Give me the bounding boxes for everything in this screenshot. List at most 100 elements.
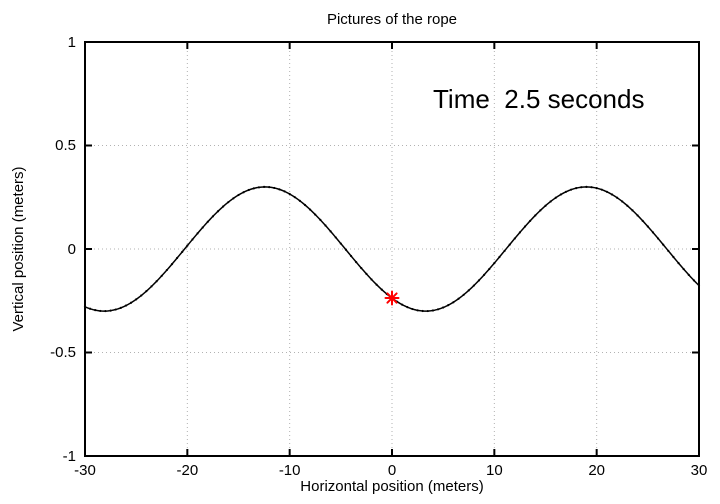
curve-point-dot	[89, 307, 92, 310]
curve-point-dot	[406, 306, 409, 309]
curve-point-dot	[303, 203, 307, 207]
curve-point-dot	[252, 187, 255, 190]
curve-point-dot	[554, 196, 557, 199]
curve-point-dot	[165, 268, 168, 272]
curve-point-dot	[176, 256, 179, 260]
y-tick-label: 1	[67, 33, 76, 51]
curve-point-dot	[462, 293, 465, 296]
curve-point-dot	[339, 242, 342, 245]
curve-point-dot	[631, 209, 634, 212]
x-tick-label: 30	[690, 462, 708, 479]
curve-point-dot	[191, 238, 194, 241]
curve-point-dot	[518, 231, 522, 234]
curve-point-dot	[544, 204, 547, 207]
curve-point-dot	[682, 267, 685, 271]
curve-point-dot	[697, 284, 701, 287]
curve-point-dot	[324, 224, 327, 227]
curve-point-dot	[109, 309, 112, 312]
curve-point-dot	[222, 205, 225, 208]
curve-point-dot	[564, 190, 568, 193]
curve-point-dot	[329, 230, 332, 233]
curve-point-dot	[160, 274, 163, 277]
curve-point-dot	[508, 243, 511, 246]
time-annotation: Time 2.5 seconds	[433, 84, 645, 114]
curve-point-dot	[370, 278, 373, 281]
curve-point-dot	[227, 201, 230, 204]
curve-point-dot	[355, 260, 358, 264]
curve-point-dot	[170, 263, 174, 266]
curve-point-dot	[411, 307, 414, 311]
curve-point-dot	[257, 186, 261, 189]
curve-point-dot	[549, 200, 552, 203]
curve-point-dot	[150, 285, 153, 288]
curve-point-dot	[569, 188, 573, 191]
curve-point-dot	[247, 188, 250, 192]
x-tick-label: -10	[278, 462, 301, 479]
x-axis-label: Horizontal position (meters)	[300, 478, 484, 495]
curve-point-dot	[365, 272, 368, 275]
curve-point-dot	[575, 187, 578, 190]
curve-point-dot	[206, 220, 209, 223]
curve-point-dot	[580, 186, 583, 189]
curve-point-dot	[529, 219, 532, 222]
curve-point-dot	[298, 199, 301, 202]
curve-point-dot	[216, 210, 220, 213]
curve-point-dot	[124, 304, 128, 307]
curve-point-dot	[104, 309, 107, 313]
curve-point-dot	[692, 279, 695, 282]
curve-point-dot	[513, 237, 516, 240]
curve-point-dot	[436, 308, 440, 311]
curve-point-dot	[135, 298, 138, 301]
curve-point-dot	[585, 185, 588, 188]
curve-point-dot	[498, 255, 501, 259]
x-tick-label: -20	[176, 462, 199, 479]
curve-point-dot	[416, 309, 419, 312]
curve-point-dot	[447, 304, 450, 307]
y-tick-label: 0	[67, 240, 76, 258]
curve-point-dot	[662, 243, 665, 246]
curve-point-dot	[667, 249, 670, 252]
curve-point-dot	[114, 308, 117, 311]
curve-point-dot	[426, 309, 429, 313]
curve-point-dot	[283, 190, 286, 193]
curve-point-dot	[201, 226, 204, 229]
curve-point-dot	[677, 262, 680, 265]
curve-point-dot	[626, 204, 629, 207]
curve-point-dot	[488, 267, 491, 271]
curve-point-dot	[273, 186, 276, 190]
curve-point-dot	[278, 188, 281, 191]
curve-point-dot	[181, 250, 184, 253]
curve-point-dot	[196, 232, 199, 235]
curve-point-dot	[94, 309, 97, 312]
curve-point-dot	[442, 306, 445, 309]
marker-asterisk	[386, 292, 398, 304]
curve-point-dot	[610, 193, 614, 196]
curve-point-dot	[140, 294, 143, 297]
curve-point-dot	[421, 309, 424, 313]
curve-point-dot	[616, 196, 619, 199]
curve-point-dot	[523, 225, 527, 228]
curve-point-dot	[534, 214, 537, 217]
curve-point-dot	[314, 213, 317, 216]
curve-point-dot	[262, 185, 266, 189]
curve-point-dot	[99, 309, 102, 313]
x-tick-label: 0	[387, 462, 397, 479]
y-tick-label: 0.5	[55, 137, 76, 154]
curve-point-dot	[467, 289, 470, 292]
curve-point-dot	[119, 306, 122, 309]
curve-point-dot	[605, 190, 609, 193]
x-tick-label: 20	[588, 462, 605, 479]
curve-point-dot	[600, 188, 603, 191]
curve-point-dot	[452, 301, 455, 304]
curve-point-dot	[288, 192, 291, 196]
curve-point-dot	[129, 301, 133, 304]
curve-point-dot	[621, 200, 624, 203]
curve-point-dot	[483, 273, 486, 276]
curve-point-dot	[186, 244, 189, 247]
curve-point-dot	[472, 284, 475, 287]
curve-point-dot	[242, 191, 245, 194]
curve-point-dot	[503, 249, 506, 252]
curve-point-dot	[145, 290, 148, 293]
curve-point-dot	[646, 225, 649, 228]
